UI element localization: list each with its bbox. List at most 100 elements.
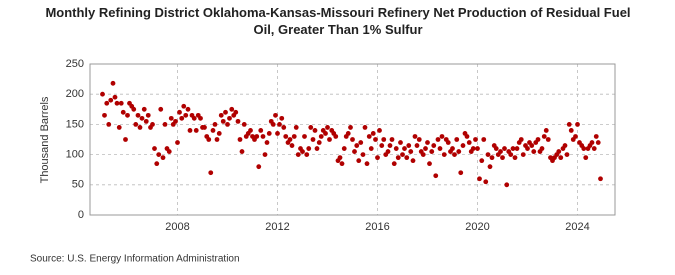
data-point: [566, 122, 572, 127]
data-point: [325, 125, 330, 130]
data-point: [500, 155, 505, 161]
data-point: [158, 106, 164, 112]
data-point: [177, 109, 182, 115]
data-point: [287, 137, 293, 142]
data-point: [593, 134, 599, 139]
data-point: [481, 137, 487, 142]
data-point: [366, 134, 372, 139]
data-point: [410, 158, 416, 164]
data-point: [512, 155, 518, 161]
data-point: [258, 128, 264, 133]
data-point: [145, 112, 151, 118]
data-point: [456, 149, 462, 154]
data-point: [387, 143, 393, 148]
data-point: [564, 152, 570, 158]
plot-frame: [89, 63, 616, 216]
data-point: [270, 122, 276, 127]
data-point: [327, 137, 332, 142]
data-point: [135, 112, 141, 118]
data-point: [323, 131, 328, 136]
data-point: [543, 128, 549, 133]
data-point: [202, 125, 207, 130]
data-point: [502, 146, 507, 151]
data-point: [473, 137, 478, 142]
data-point: [348, 125, 353, 130]
data-point: [264, 140, 270, 145]
data-point: [345, 131, 351, 136]
data-point: [379, 143, 385, 148]
data-point: [435, 137, 441, 142]
data-point: [381, 137, 387, 142]
data-point: [385, 149, 391, 154]
data-point: [160, 155, 166, 161]
data-point: [370, 131, 376, 136]
data-point: [279, 115, 285, 121]
data-point: [470, 146, 476, 151]
data-point: [133, 122, 139, 127]
data-point: [437, 146, 443, 151]
data-point: [116, 125, 122, 130]
data-point: [339, 161, 345, 167]
data-point: [183, 112, 189, 118]
data-point: [233, 109, 239, 115]
data-point: [283, 134, 289, 139]
data-point: [137, 125, 143, 130]
data-point: [452, 152, 457, 158]
data-point: [310, 137, 316, 142]
data-point: [416, 137, 422, 142]
data-point: [241, 122, 247, 127]
data-point: [504, 182, 510, 188]
data-point: [214, 137, 220, 142]
data-point: [352, 149, 357, 154]
data-point: [168, 115, 174, 121]
y-tick-label: 50: [72, 179, 84, 191]
data-point: [239, 149, 245, 154]
data-point: [556, 149, 562, 154]
source-note: Source: U.S. Energy Information Administ…: [30, 254, 240, 265]
data-point: [108, 97, 114, 103]
data-point: [498, 149, 503, 154]
data-point: [545, 137, 551, 142]
data-point: [162, 122, 168, 127]
data-point: [314, 146, 320, 151]
data-point: [439, 134, 445, 139]
x-tick-label: 2016: [365, 221, 389, 233]
data-point: [391, 161, 397, 167]
data-point: [354, 143, 360, 148]
data-point: [398, 140, 403, 145]
data-point: [429, 149, 435, 154]
data-point: [583, 155, 589, 161]
data-point: [173, 118, 178, 124]
data-point: [235, 118, 241, 124]
data-point: [508, 152, 514, 158]
data-point: [531, 149, 537, 154]
data-point: [433, 173, 439, 179]
x-tick-label: 2012: [265, 221, 289, 233]
data-point: [360, 152, 366, 158]
y-tick-label: 250: [66, 58, 84, 70]
data-point: [262, 152, 268, 158]
data-point: [377, 128, 382, 133]
chart-title: Monthly Refining District Oklahoma-Kansa…: [45, 5, 630, 37]
data-point: [289, 143, 295, 148]
data-point: [573, 134, 578, 139]
data-point: [316, 140, 322, 145]
data-point: [431, 143, 437, 148]
data-point: [412, 134, 418, 139]
data-point: [364, 161, 370, 167]
data-point: [123, 137, 128, 142]
data-point: [404, 155, 410, 161]
data-point: [175, 140, 180, 145]
data-point: [225, 122, 230, 127]
data-point: [143, 118, 149, 124]
data-point: [395, 155, 401, 161]
data-point: [104, 100, 110, 106]
data-point: [350, 137, 355, 142]
data-point: [291, 134, 297, 139]
data-point: [464, 134, 470, 139]
data-point: [256, 164, 262, 170]
data-point: [141, 106, 147, 112]
data-point: [525, 146, 530, 151]
data-point: [156, 152, 162, 158]
data-point: [187, 128, 193, 133]
